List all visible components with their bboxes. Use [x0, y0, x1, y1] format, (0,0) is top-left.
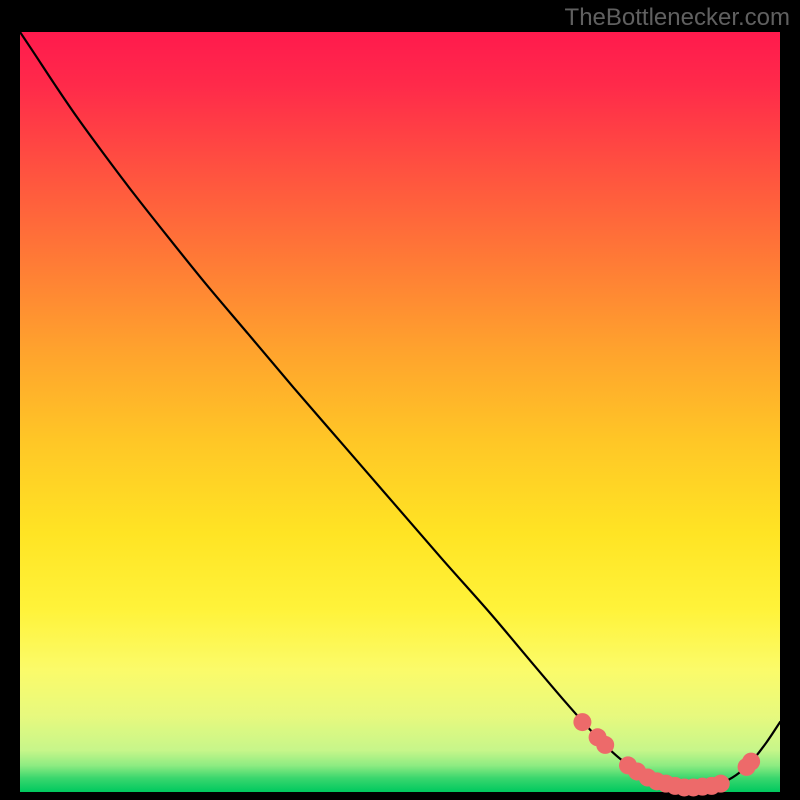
watermark-label: TheBottlenecker.com: [565, 4, 790, 32]
chart-container: TheBottlenecker.com: [0, 0, 800, 800]
data-marker: [573, 713, 591, 731]
data-marker: [596, 736, 614, 754]
chart-svg: [0, 0, 800, 800]
plot-background: [20, 32, 780, 792]
data-marker: [742, 753, 760, 771]
data-marker: [712, 775, 730, 793]
